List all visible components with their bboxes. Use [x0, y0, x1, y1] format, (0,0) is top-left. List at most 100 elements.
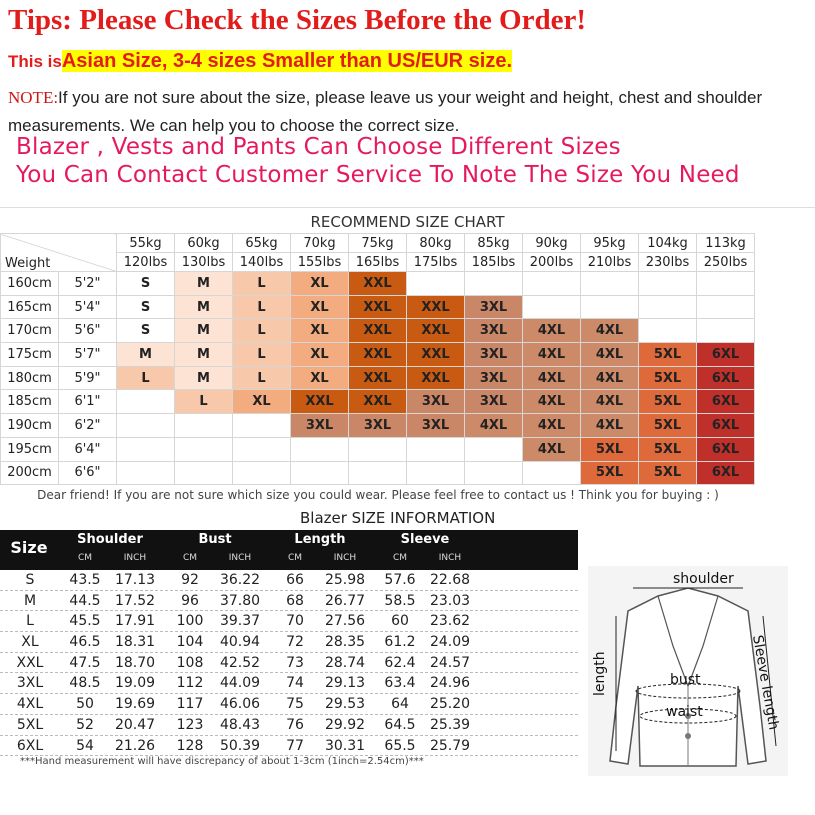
- chart-title: RECOMMEND SIZE CHART: [310, 213, 505, 231]
- height-cm: 175cm: [0, 342, 59, 367]
- measure-cell: 128: [176, 737, 204, 754]
- length-label: length: [592, 651, 608, 696]
- size-cell: XL: [21, 634, 39, 651]
- size-cell: 5XL: [638, 436, 697, 462]
- height-cm: 170cm: [0, 318, 59, 344]
- measure-cell: 22.68: [429, 572, 471, 588]
- size-cell: 5XL: [580, 460, 639, 486]
- measure-cell: 64: [391, 696, 409, 713]
- size-cell: [406, 271, 465, 296]
- size-cell: M: [174, 342, 233, 367]
- table-row: 6XL 54 21.26 128 50.39 77 30.31 65.5 25.79: [0, 736, 578, 757]
- height-cm: 165cm: [0, 294, 59, 320]
- size-cell: 4XL: [580, 413, 639, 438]
- height-cm: 160cm: [0, 271, 59, 296]
- size-cell: XXL: [348, 365, 407, 391]
- size-cell: XL: [290, 342, 349, 367]
- measure-cell: 36.22: [219, 572, 261, 588]
- measure-cell: 50: [76, 696, 94, 713]
- size-cell: [464, 460, 523, 486]
- table-row: M 44.5 17.52 96 37.80 68 26.77 58.5 23.03: [0, 591, 578, 612]
- measure-cell: 112: [176, 675, 204, 692]
- size-cell: XXL: [348, 342, 407, 367]
- measure-cell: 29.13: [324, 675, 366, 692]
- measure-cell: 20.47: [114, 716, 156, 733]
- size-cell: S: [116, 271, 175, 296]
- measure-cell: 68: [286, 592, 304, 609]
- size-cell: L: [232, 271, 291, 296]
- measure-cell: 24.96: [429, 675, 471, 692]
- kg-row: Weight 55kg 60kg 65kg 70kg 75kg 80kg 85kg 90kg 95…: [0, 233, 755, 272]
- size-cell: 6XL: [696, 342, 755, 367]
- shoulder-label: shoulder: [673, 571, 734, 587]
- size-cell: 3XL: [464, 342, 523, 367]
- kg-header: 60kg: [174, 233, 233, 253]
- unit-header: INCH: [333, 553, 357, 563]
- lbs-header: 230lbs: [638, 252, 697, 272]
- size-cell: [638, 271, 697, 296]
- measure-cell: 108: [176, 654, 204, 671]
- lbs-header: 250lbs: [696, 252, 755, 272]
- note: NOTE:If you are not sure about the size,…: [8, 84, 813, 140]
- size-cell: [580, 294, 639, 320]
- size-cell: XXL: [406, 318, 465, 344]
- size-cell: 3XL: [464, 294, 523, 320]
- kg-header: 65kg: [232, 233, 291, 253]
- measure-cell: 60: [391, 613, 409, 630]
- table-row: 175cm 5'7" M M L XL XXL XXL 3XL 4XL 4XL 5XL 6XL: [0, 342, 755, 367]
- height-ft: 5'6": [58, 318, 117, 344]
- measure-cell: 19.69: [114, 696, 156, 713]
- measure-cell: 63.4: [384, 675, 416, 692]
- measure-cell: 117: [176, 696, 204, 713]
- kg-header: 85kg: [464, 233, 523, 253]
- size-cell: XXL: [290, 389, 349, 415]
- measure-cell: 57.6: [384, 572, 416, 588]
- size-cell: [348, 460, 407, 486]
- size-cell: [116, 413, 175, 438]
- chart-footer: Dear friend! If you are not sure which s…: [37, 488, 719, 502]
- measure-cell: 66: [286, 572, 304, 588]
- measure-cell: 43.5: [69, 572, 101, 588]
- measure-cell: 77: [286, 737, 304, 754]
- unit-header: CM: [77, 553, 93, 563]
- table-row: 195cm 6'4" 4XL 5XL 5XL 6XL: [0, 436, 755, 462]
- measure-cell: 21.26: [114, 737, 156, 754]
- recommend-size-chart: RECOMMEND SIZE CHART Weight 55kg 60kg 65kg 7…: [0, 207, 815, 507]
- measure-cell: 64.5: [384, 716, 416, 733]
- size-cell: S: [116, 294, 175, 320]
- kg-header: 70kg: [290, 233, 349, 253]
- size-cell: [290, 460, 349, 486]
- measure-cell: 17.13: [114, 572, 156, 588]
- size-cell: XL: [290, 318, 349, 344]
- size-cell: [522, 294, 581, 320]
- height-ft: 5'4": [58, 294, 117, 320]
- size-cell: M: [23, 592, 37, 609]
- asian-size-note: This isAsian Size, 3-4 sizes Smaller tha…: [8, 50, 513, 73]
- size-cell: XXL: [406, 294, 465, 320]
- measure-cell: 27.56: [324, 613, 366, 630]
- height-ft: 6'1": [58, 389, 117, 415]
- measure-cell: 44.5: [69, 592, 101, 609]
- size-cell: 6XL: [696, 460, 755, 486]
- blazer-size-info: Blazer SIZE INFORMATION Size Shoulder CM I…: [0, 508, 815, 808]
- blazer-header: Size Shoulder CM INCH Bust CM INCH Length CM INC…: [0, 530, 578, 570]
- size-cell: [638, 294, 697, 320]
- unit-header: INCH: [438, 553, 462, 563]
- size-cell: M: [174, 318, 233, 344]
- height-cm: 200cm: [0, 460, 59, 486]
- unit-header: CM: [182, 553, 198, 563]
- kg-header: 55kg: [116, 233, 175, 253]
- blazer-rows: S 43.5 17.13 92 36.22 66 25.98 57.6 22.68 M 44.5 17…: [0, 570, 578, 757]
- table-row: 170cm 5'6" S M L XL XXL XXL 3XL 4XL 4XL: [0, 318, 755, 344]
- table-row: S 43.5 17.13 92 36.22 66 25.98 57.6 22.68: [0, 570, 578, 591]
- size-cell: L: [116, 365, 175, 391]
- size-cell: XL: [290, 271, 349, 296]
- measure-cell: 44.09: [219, 675, 261, 692]
- measure-cell: 30.31: [324, 737, 366, 754]
- weight-label: Weight: [5, 256, 51, 271]
- blazer-title: Blazer SIZE INFORMATION: [300, 509, 496, 527]
- size-cell: [174, 436, 233, 462]
- unit-header: INCH: [123, 553, 147, 563]
- size-cell: L: [174, 389, 233, 415]
- kg-header: 113kg: [696, 233, 755, 253]
